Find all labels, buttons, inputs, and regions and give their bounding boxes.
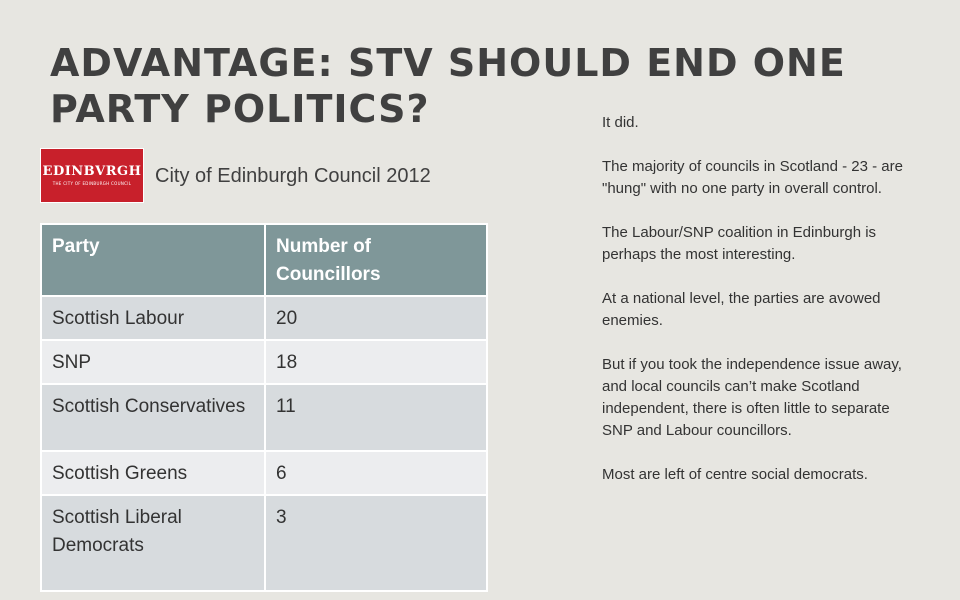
councillors-table: Party Number of Councillors Scottish Lab… (40, 223, 488, 592)
logo-wordmark: EDINBVRGH (42, 164, 142, 179)
table-header-row: Party Number of Councillors (40, 223, 488, 297)
party-cell: Scottish Labour (40, 295, 266, 341)
count-cell: 3 (264, 494, 488, 592)
commentary-text: It did. The majority of councils in Scot… (602, 112, 922, 486)
table-row: SNP 18 (40, 339, 488, 385)
note-paragraph: Most are left of centre social democrats… (602, 466, 868, 483)
party-cell: Scottish Liberal Democrats (40, 494, 266, 592)
party-cell: Scottish Conservatives (40, 383, 266, 452)
party-cell: Scottish Greens (40, 450, 266, 496)
note-paragraph: But if you took the independence issue a… (602, 356, 902, 439)
logo-subtext: THE CITY OF EDINBURGH COUNCIL (52, 181, 132, 186)
count-cell: 18 (264, 339, 488, 385)
table-row: Scottish Liberal Democrats 3 (40, 494, 488, 592)
table-row: Scottish Conservatives 11 (40, 383, 488, 452)
note-paragraph: The Labour/SNP coalition in Edinburgh is… (602, 224, 877, 263)
count-cell: 20 (264, 295, 488, 341)
header-number-of-councillors: Number of Councillors (264, 223, 488, 297)
header-party: Party (40, 223, 266, 297)
table-caption: City of Edinburgh Council 2012 (155, 165, 431, 187)
note-paragraph: It did. (602, 114, 639, 131)
table-row: Scottish Labour 20 (40, 295, 488, 341)
table-row: Scottish Greens 6 (40, 450, 488, 496)
count-cell: 6 (264, 450, 488, 496)
edinburgh-council-logo: EDINBVRGH THE CITY OF EDINBURGH COUNCIL (40, 148, 144, 203)
note-paragraph: At a national level, the parties are avo… (602, 290, 881, 329)
party-cell: SNP (40, 339, 266, 385)
count-cell: 11 (264, 383, 488, 452)
slide-title: ADVANTAGE: STV SHOULD END ONE PARTY POLI… (50, 41, 846, 131)
note-paragraph: The majority of councils in Scotland - 2… (602, 158, 903, 197)
